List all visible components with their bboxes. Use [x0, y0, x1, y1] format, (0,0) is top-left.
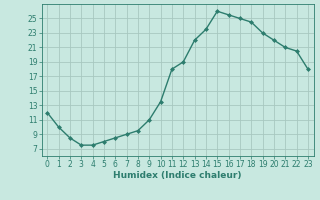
X-axis label: Humidex (Indice chaleur): Humidex (Indice chaleur)	[113, 171, 242, 180]
